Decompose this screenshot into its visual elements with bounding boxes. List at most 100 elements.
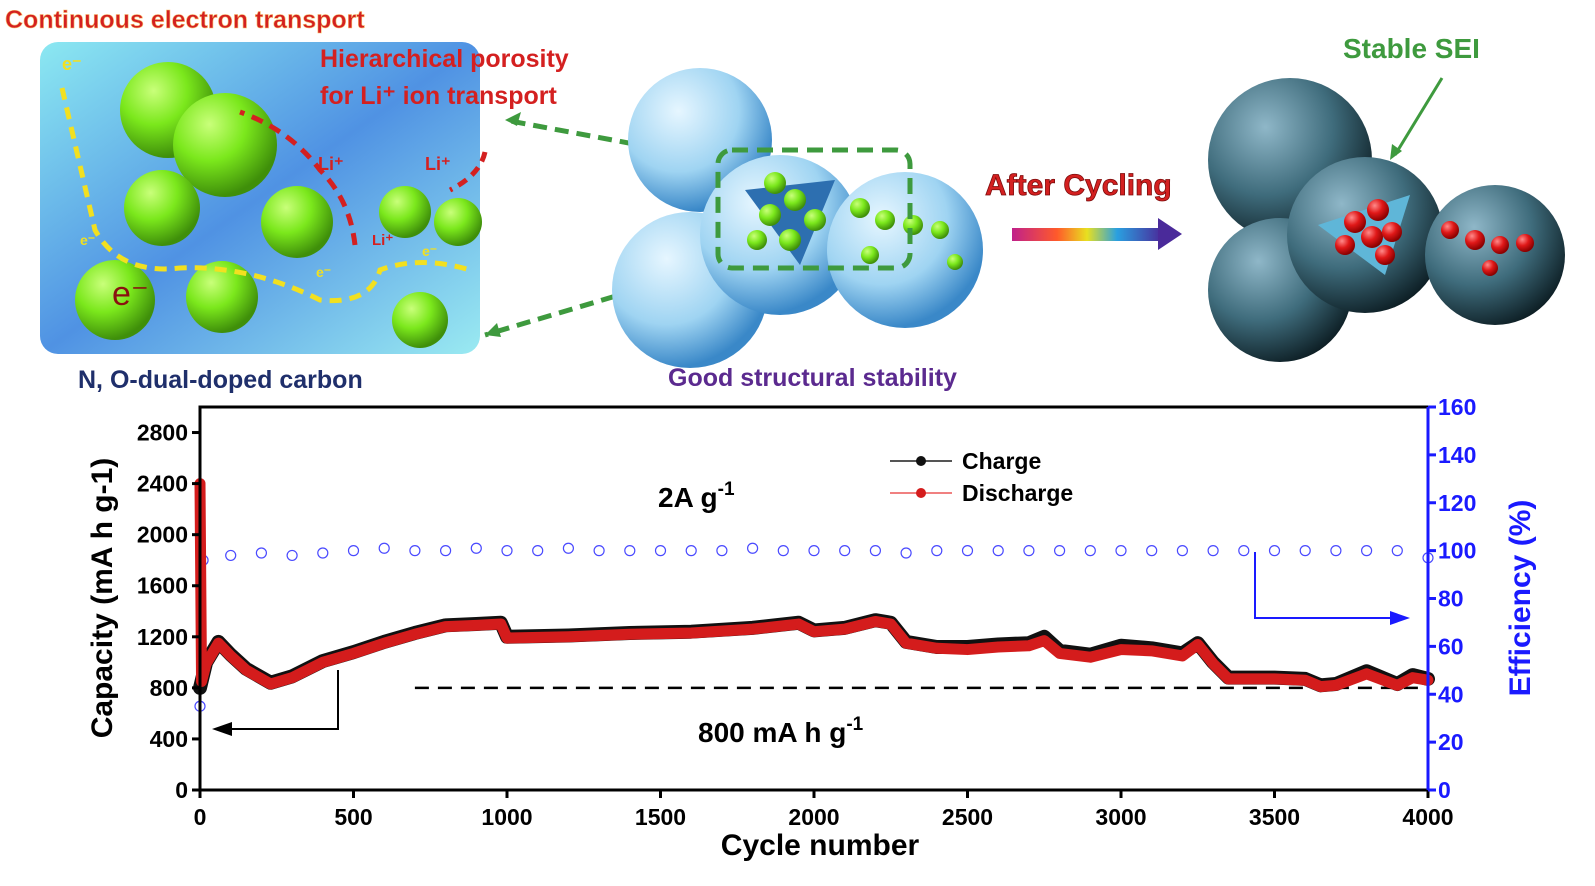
discharge-point [214, 639, 223, 648]
stability-label: Good structural stability [668, 364, 957, 392]
carbon-label: N, O-dual-doped carbon [78, 366, 363, 394]
efficiency-point [470, 542, 482, 554]
electron-label: e⁻ [422, 243, 437, 259]
x-axis-title: Cycle number [721, 829, 920, 862]
efficiency-point [1053, 545, 1066, 557]
discharge-point [963, 645, 972, 654]
legend-marker-discharge [916, 488, 926, 498]
efficiency-point [317, 547, 329, 559]
discharge-point [410, 630, 419, 639]
efficiency-point [931, 545, 943, 557]
efficiency-point [1360, 545, 1373, 557]
rainbow-arrow [1012, 218, 1182, 250]
discharge-point [441, 622, 450, 631]
discharge-point [932, 644, 941, 653]
discharge-point [380, 639, 389, 648]
pristine-sphere-cluster [612, 68, 983, 368]
right-tick-label: 0 [1438, 777, 1451, 803]
efficiency-point [440, 545, 452, 557]
x-tick-label: 4000 [1402, 804, 1453, 830]
carbon-structure-closeup [40, 42, 488, 354]
y-tick-label: 1600 [137, 573, 188, 599]
discharge-point [687, 628, 696, 637]
y-tick-label: 2000 [137, 522, 188, 548]
x-tick-label: 3000 [1095, 804, 1146, 830]
discharge-point [1055, 649, 1064, 658]
x-tick-label: 2000 [788, 804, 839, 830]
y-tick-label: 1200 [137, 624, 188, 650]
right-tick-label: 160 [1438, 394, 1476, 420]
axis-pointer-left [212, 670, 339, 736]
after-cycling-label: After Cycling [985, 169, 1172, 202]
discharge-point [994, 643, 1003, 652]
efficiency-point [532, 545, 544, 557]
efficiency-point [900, 547, 912, 559]
efficiency-point [716, 545, 728, 557]
discharge-point [1117, 645, 1125, 654]
right-tick-label: 140 [1438, 442, 1476, 468]
reference-annotation: 800 mA h g-1 [698, 714, 864, 748]
discharge-point [503, 634, 511, 643]
axis-pointer-right [1254, 552, 1410, 625]
sei-label: Stable SEI [1343, 33, 1480, 64]
discharge-point [1040, 636, 1049, 645]
efficiency-point [286, 549, 298, 562]
li-label: Li⁺ [318, 154, 344, 174]
discharge-point [748, 625, 757, 634]
sei-pointer [1393, 77, 1444, 156]
discharge-point [1301, 676, 1310, 685]
right-tick-label: 60 [1438, 633, 1464, 659]
discharge-point [202, 659, 211, 668]
right-tick-label: 80 [1438, 586, 1464, 612]
efficiency-point [1176, 545, 1189, 557]
rate-annotation: 2A g-1 [658, 479, 735, 513]
li-label: Li⁺ [372, 232, 393, 249]
efficiency-point [1084, 545, 1096, 557]
efficiency-point [593, 545, 605, 557]
right-tick-label: 40 [1438, 681, 1464, 707]
efficiency-point [1330, 545, 1342, 557]
efficiency-point [225, 549, 237, 562]
discharge-point [318, 658, 327, 667]
efficiency-point [746, 542, 759, 554]
right-axis-title: Efficiency (%) [1504, 500, 1537, 697]
x-tick-label: 2500 [942, 804, 993, 830]
discharge-line [194, 478, 1434, 693]
electron-large-label: e⁻ [112, 275, 149, 313]
legend-marker-charge [916, 456, 926, 466]
efficiency-point [808, 545, 820, 557]
discharge-point [886, 620, 895, 629]
efficiency-point [1023, 545, 1035, 557]
efficiency-point [654, 545, 667, 557]
discharge-point [1024, 641, 1033, 650]
electron-transport-title: Continuous electron transport [5, 6, 365, 34]
discharge-point [1178, 651, 1187, 660]
discharge-point [496, 620, 505, 629]
efficiency-point [992, 545, 1004, 557]
discharge-point [902, 639, 911, 648]
pointer-arrow [484, 262, 721, 338]
discharge-point [349, 649, 358, 658]
discharge-point [1408, 673, 1417, 682]
y-tick-label: 400 [150, 726, 188, 752]
pointer-arrow [504, 117, 721, 163]
discharge-point [1362, 669, 1371, 678]
discharge-point [226, 651, 235, 660]
discharge-point [1270, 674, 1279, 683]
discharge-point [1331, 681, 1340, 690]
electron-path [59, 87, 471, 304]
discharge-point [564, 632, 573, 641]
electron-label: e⁻ [316, 264, 331, 280]
porosity-title-line2: for Li⁺ ion transport [320, 82, 557, 110]
efficiency-point [1299, 545, 1311, 557]
legend-label-discharge: Discharge [962, 480, 1073, 506]
discharge-point [1193, 640, 1202, 649]
efficiency-point [1238, 545, 1250, 557]
discharge-point [871, 617, 880, 626]
y-tick-label: 2800 [137, 420, 188, 446]
discharge-point [625, 630, 634, 639]
x-tick-label: 0 [194, 804, 207, 830]
x-tick-label: 3500 [1249, 804, 1300, 830]
efficiency-point [562, 542, 575, 554]
